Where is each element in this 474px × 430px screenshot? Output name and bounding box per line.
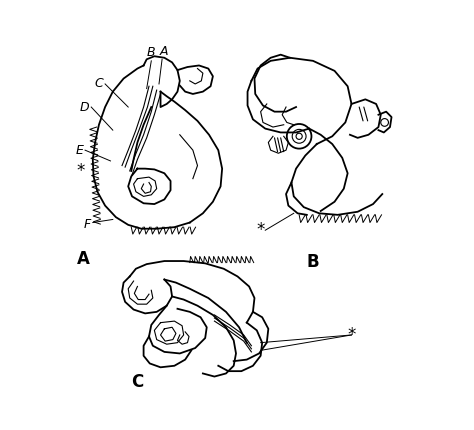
Text: B: B [307,253,319,271]
Text: E: E [76,144,83,157]
Text: C: C [95,77,103,90]
Text: A: A [159,45,168,58]
Text: C: C [131,374,144,391]
Text: B: B [147,46,155,59]
Text: F: F [84,218,91,230]
Text: *: * [347,326,356,344]
Text: *: * [256,221,265,239]
Text: *: * [76,162,85,180]
Text: A: A [77,250,90,268]
Text: D: D [80,101,90,114]
